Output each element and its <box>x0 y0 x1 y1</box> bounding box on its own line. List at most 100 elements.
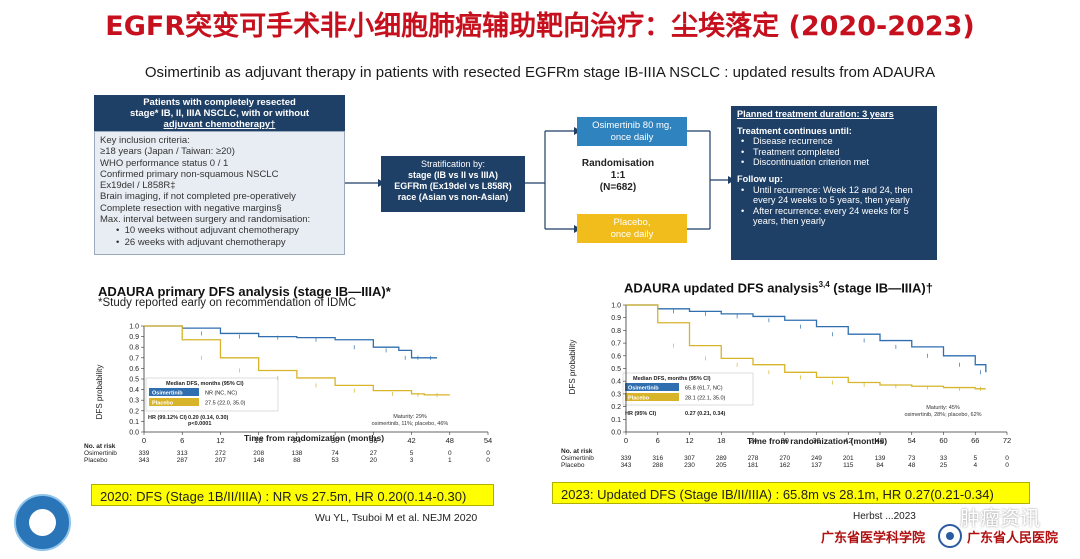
left-median-table: Median DFS, months (95% CI) Osimertinib … <box>145 377 279 427</box>
right-risk-pla-label: Placebo <box>561 462 585 469</box>
plan-continues-item: Disease recurrence <box>737 136 931 147</box>
right-x-tick-label: 42 <box>844 436 852 445</box>
right-risk-value: 249 <box>811 455 822 462</box>
stratification-box: Stratification by: stage (IB vs II vs II… <box>381 156 525 212</box>
right-chart-title-text: ADAURA updated DFS analysis <box>624 280 819 296</box>
right-y-tick-label: 0.5 <box>611 366 621 373</box>
plan-title: Planned treatment duration: 3 years <box>737 109 894 119</box>
plan-continues-item: Discontinuation criterion met <box>737 157 931 168</box>
left-risk-value: 313 <box>177 450 188 457</box>
right-chart-title: ADAURA updated DFS analysis3,4 (stage IB… <box>624 280 933 295</box>
criteria-line: Complete resection with negative margins… <box>100 202 282 214</box>
right-x-tick-label: 48 <box>876 436 884 445</box>
watermark: 肿瘤资讯 <box>960 508 1040 530</box>
right-risk-value: 84 <box>876 462 884 469</box>
right-x-tick-label: 30 <box>781 436 789 445</box>
left-y-tick-label: 0.3 <box>129 398 139 405</box>
left-y-tick-label: 0.5 <box>129 377 139 384</box>
right-maturity: Maturity: 45% <box>926 405 960 411</box>
society-logo <box>14 494 71 551</box>
left-y-tick-label: 0.6 <box>129 366 139 373</box>
inclusion-criteria-box: Key inclusion criteria: ≥18 years (Japan… <box>94 131 345 255</box>
right-y-tick-label: 0.6 <box>611 353 621 360</box>
osimertinib-arm-line: once daily <box>610 131 654 143</box>
left-x-tick-label: 24 <box>293 436 301 445</box>
right-risk-value: 288 <box>652 462 663 469</box>
left-x-tick-label: 6 <box>180 436 184 445</box>
left-osi-label: Osimertinib <box>152 391 183 397</box>
left-risk-value: 74 <box>331 450 339 457</box>
right-osi-label: Osimertinib <box>628 386 659 392</box>
left-y-tick-label: 0.0 <box>129 430 139 437</box>
left-y-tick-label: 0.9 <box>129 334 139 341</box>
left-km-chart: DFS probability Time from randomization … <box>84 324 492 465</box>
left-osi-median: NR (NC, NC) <box>205 391 237 397</box>
left-risk-value: 1 <box>448 457 452 464</box>
right-risk-value: 289 <box>716 455 727 462</box>
criteria-bullet: • 26 weeks with adjuvant chemotherapy <box>116 236 286 248</box>
left-summary-caption: 2020: DFS (Stage 1B/II/IIIA) : NR vs 27.… <box>91 484 494 506</box>
right-risk-value: 339 <box>621 455 632 462</box>
left-maturity-detail: osimertinib, 11%; placebo, 46% <box>372 421 449 427</box>
right-hr-value: 0.27 (0.21, 0.34) <box>685 411 726 417</box>
right-risk-value: 137 <box>811 462 822 469</box>
left-risk-value: 272 <box>215 450 226 457</box>
left-hr-value: 0.20 (0.14, 0.30) <box>188 415 229 421</box>
right-risk-value: 230 <box>684 462 695 469</box>
left-y-tick-label: 1.0 <box>129 324 139 331</box>
right-pla-median: 28.1 (22.1, 35.0) <box>685 396 726 402</box>
hospital-logo-text: 广东省人民医院 <box>967 530 1059 545</box>
right-x-tick-label: 24 <box>749 436 757 445</box>
left-median-header: Median DFS, months (95% CI) <box>166 381 244 387</box>
left-y-tick-label: 0.2 <box>129 408 139 415</box>
left-maturity: Maturity: 29% <box>393 414 427 420</box>
right-y-tick-label: 0.1 <box>611 417 621 424</box>
right-risk-value: 162 <box>779 462 790 469</box>
left-risk-value: 5 <box>410 450 414 457</box>
randomisation-title: Randomisation <box>581 158 655 169</box>
left-curve-osimertinib <box>144 325 438 359</box>
hospital-seal-icon <box>938 524 962 548</box>
randomisation-n: (N=682) <box>599 182 637 193</box>
right-hr-label: HR (95% CI) <box>625 411 656 417</box>
right-chart-title-sup: 3,4 <box>818 280 830 289</box>
right-x-tick-label: 12 <box>685 436 693 445</box>
right-risk-osi-label: Osimertinib <box>561 455 594 462</box>
left-risk-header: No. at risk <box>84 443 116 450</box>
left-risk-value: 207 <box>215 457 226 464</box>
left-x-tick-label: 48 <box>446 436 454 445</box>
left-risk-value: 339 <box>139 450 150 457</box>
right-summary-caption: 2023: Updated DFS (Stage IB/II/IIIA) : 6… <box>552 482 1030 504</box>
right-risk-value: 25 <box>940 462 948 469</box>
plan-continues-item: Treatment completed <box>737 147 931 158</box>
right-risk-value: 4 <box>973 462 977 469</box>
right-y-tick-label: 0.9 <box>611 315 621 322</box>
right-osi-median: 65.8 (61.7, NC) <box>685 386 723 392</box>
randomisation-label: Randomisation 1:1 (N=682) <box>560 158 676 194</box>
right-risk-value: 0 <box>1005 462 1009 469</box>
right-risk-value: 139 <box>875 455 886 462</box>
right-curve-placebo <box>626 304 986 390</box>
placebo-arm-box: Placebo, once daily <box>577 214 687 243</box>
stratification-race: race (Asian vs non-Asian) <box>397 192 509 202</box>
right-y-tick-label: 0.3 <box>611 391 621 398</box>
right-maturity-detail: osimertinib, 28%; placebo, 62% <box>904 412 981 418</box>
left-risk-value: 88 <box>293 457 301 464</box>
right-reference: Herbst ...2023 <box>853 511 916 522</box>
left-y-tick-label: 0.7 <box>129 355 139 362</box>
population-line-1: Patients with completely resected <box>143 97 296 108</box>
right-risk-value: 115 <box>843 462 854 469</box>
population-header: Patients with completely resected stage*… <box>94 95 345 131</box>
left-x-tick-label: 36 <box>369 436 377 445</box>
placebo-arm-line: Placebo, <box>613 217 651 228</box>
left-y-tick-label: 0.4 <box>129 387 139 394</box>
left-pla-label: Placebo <box>152 401 174 407</box>
left-y-tick-label: 0.8 <box>129 345 139 352</box>
left-curve-placebo <box>144 325 450 396</box>
right-median-header: Median DFS, months (95% CI) <box>633 376 711 382</box>
right-y-tick-label: 0.8 <box>611 328 621 335</box>
left-x-tick-label: 0 <box>142 436 146 445</box>
right-y-tick-label: 0.7 <box>611 341 621 348</box>
plan-followup-item: Until recurrence: Week 12 and 24, then e… <box>737 185 931 206</box>
right-x-tick-label: 54 <box>908 436 916 445</box>
